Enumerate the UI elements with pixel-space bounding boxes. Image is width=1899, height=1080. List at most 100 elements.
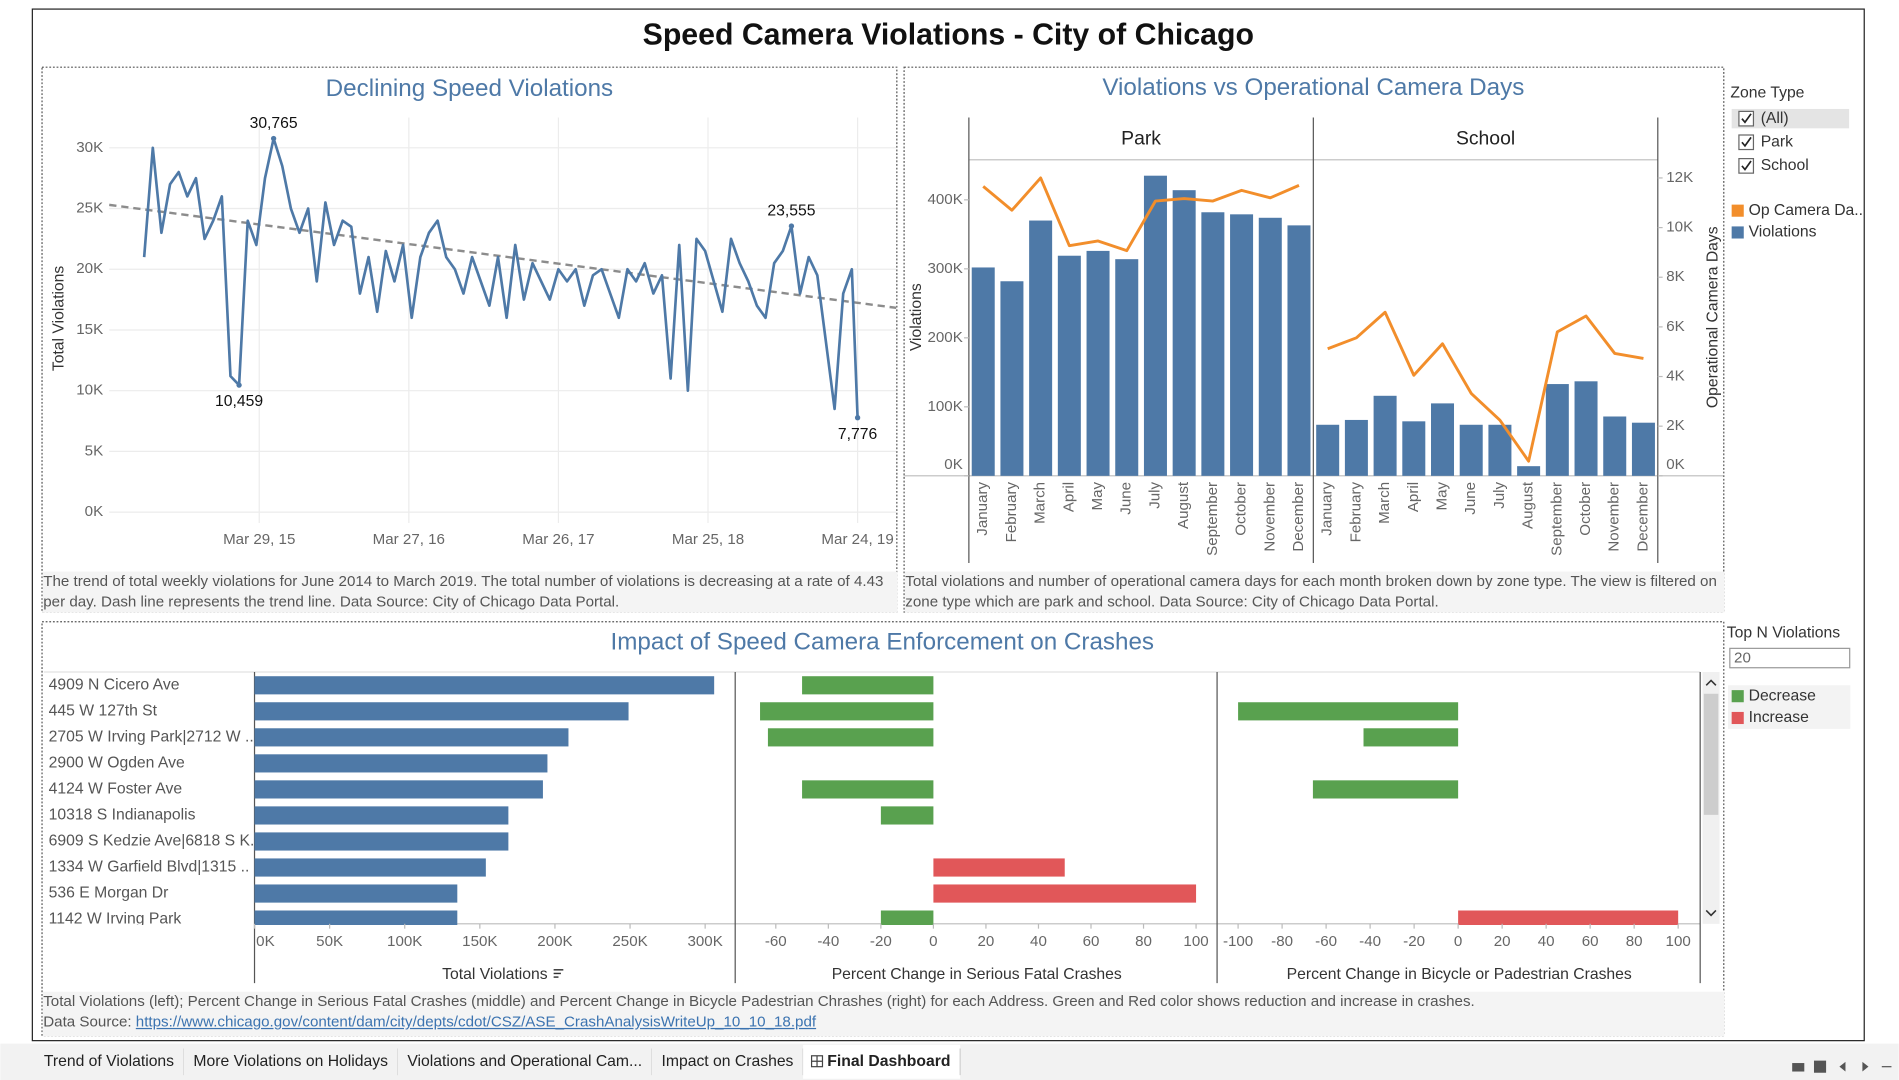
x-tick-label: January <box>974 481 991 535</box>
filter-option[interactable]: School <box>1761 157 1809 174</box>
tab-icon <box>811 1055 823 1067</box>
legend-label: Violations <box>1749 224 1817 241</box>
x-tick-label: April <box>1060 482 1077 512</box>
x-tick-label: 20 <box>1494 933 1511 950</box>
x-tick-label: April <box>1405 482 1422 512</box>
bar <box>1086 250 1110 476</box>
bar <box>933 858 1065 877</box>
filter-option[interactable]: (All) <box>1761 110 1789 127</box>
tab-label[interactable]: Final Dashboard <box>827 1053 950 1070</box>
tab-label[interactable]: More Violations on Holidays <box>193 1053 388 1070</box>
x-tick-label: 0 <box>929 933 937 950</box>
checkbox[interactable] <box>1738 158 1755 174</box>
tab[interactable] <box>651 1044 804 1079</box>
caption: Total Violations (left); Percent Change … <box>42 991 1724 1036</box>
bar <box>1115 259 1139 476</box>
x-tick-label: October <box>1233 482 1250 536</box>
bar <box>1631 422 1655 476</box>
y-tick-label: 5K <box>85 442 104 459</box>
x-axis-title: Percent Change in Bicycle or Padestrian … <box>1287 966 1632 983</box>
checkbox[interactable] <box>1738 110 1755 127</box>
checkmark <box>1741 113 1752 124</box>
point-marker <box>270 135 277 142</box>
tab[interactable] <box>34 1044 184 1079</box>
y2-tick-label: 2K <box>1666 417 1685 434</box>
row-label: 1334 W Garfield Blvd|1315 .. <box>49 859 250 876</box>
scroll-up[interactable] <box>1705 679 1717 686</box>
bar <box>1545 384 1569 476</box>
x-tick-label: Mar 26, 17 <box>522 531 594 548</box>
legend-label: Increase <box>1749 709 1810 726</box>
checkbox[interactable] <box>1738 134 1755 151</box>
x-tick-label: December <box>1634 482 1651 552</box>
bar <box>1312 780 1459 799</box>
y2-axis-title: Operational Camera Days <box>1705 226 1722 408</box>
x-tick-label: May <box>1089 481 1106 510</box>
caption: The trend of total weekly violations for… <box>42 571 897 613</box>
caption-text: The trend of total weekly violations for… <box>43 572 884 611</box>
bar <box>254 884 458 903</box>
tab-label[interactable]: Trend of Violations <box>44 1053 174 1070</box>
scroll-down[interactable] <box>1705 909 1717 917</box>
point-marker <box>788 223 795 229</box>
bar <box>1258 217 1282 476</box>
text-input[interactable] <box>1729 647 1851 669</box>
x-tick-label: November <box>1261 482 1278 552</box>
bar <box>254 858 486 877</box>
y-tick-label: 20K <box>76 260 103 277</box>
x-tick-label: -40 <box>1359 933 1381 950</box>
legend-swatch <box>1731 226 1744 239</box>
bar <box>254 728 569 747</box>
row-label: 4909 N Cicero Ave <box>49 676 180 693</box>
chart-title: Impact of Speed Camera Enforcement on Cr… <box>611 628 1155 655</box>
bar <box>1287 225 1311 476</box>
x-tick-label: -60 <box>1315 933 1337 950</box>
x-tick-label: 100K <box>387 933 422 950</box>
bar <box>1488 424 1512 476</box>
y2-tick-label: 6K <box>1666 318 1685 335</box>
x-tick-label: 80 <box>1626 933 1643 950</box>
x-tick-label: November <box>1606 482 1623 552</box>
x-tick-label: January <box>1319 481 1336 535</box>
scrollbar-thumb[interactable] <box>1703 693 1719 815</box>
x-tick-label: 80 <box>1135 933 1152 950</box>
legend-swatch <box>1731 690 1744 703</box>
bar <box>1201 212 1225 476</box>
bar <box>1431 403 1455 476</box>
y2-tick-label: 8K <box>1666 268 1685 285</box>
bar <box>254 910 458 926</box>
chart-title: Declining Speed Violations <box>326 75 613 102</box>
x-tick-label: 60 <box>1582 933 1599 950</box>
bar <box>880 910 934 926</box>
bar <box>1172 190 1196 476</box>
tab-label[interactable]: Violations and Operational Cam... <box>407 1053 642 1070</box>
view-icon <box>1862 1061 1869 1072</box>
x-tick-label: Mar 24, 19 <box>821 531 893 548</box>
x-tick-label: May <box>1434 481 1451 510</box>
y-tick-label: 15K <box>76 321 103 338</box>
x-tick-label: Mar 29, 15 <box>223 531 295 548</box>
x-tick-label: -40 <box>817 933 839 950</box>
tab-label[interactable]: Impact on Crashes <box>661 1053 793 1070</box>
y-tick-label: 400K <box>927 191 962 208</box>
tab[interactable] <box>803 1044 961 1079</box>
x-tick-label: June <box>1462 482 1479 515</box>
bar <box>254 806 509 825</box>
row-label: 2900 W Ogden Ave <box>49 755 185 772</box>
caption-box: Total Violations (left); Percent Change … <box>42 991 1724 1036</box>
x-tick-label: 0 <box>1454 933 1462 950</box>
tab[interactable] <box>397 1044 652 1079</box>
filter-option[interactable]: Park <box>1761 133 1793 150</box>
y-tick-label: 100K <box>927 398 962 415</box>
x-axis-title: Percent Change in Serious Fatal Crashes <box>832 966 1122 983</box>
bar <box>880 806 934 825</box>
bar <box>1517 466 1541 476</box>
row-label: 536 E Morgan Dr <box>49 885 169 902</box>
source-link[interactable]: https://www.chicago.gov/content/dam/city… <box>135 1013 817 1031</box>
tab[interactable] <box>183 1044 398 1079</box>
data-label: 30,765 <box>250 115 298 132</box>
bar <box>1238 702 1459 721</box>
x-tick-label: August <box>1175 481 1192 529</box>
checkmark <box>1741 160 1752 171</box>
